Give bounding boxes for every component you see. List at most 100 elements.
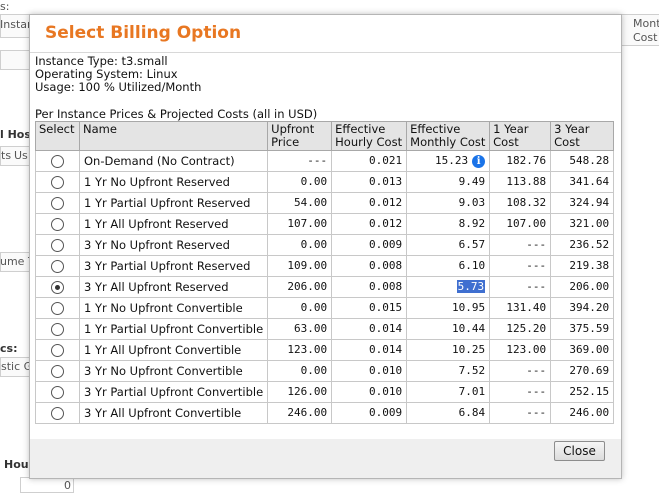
dialog-title: Select Billing Option bbox=[45, 23, 242, 43]
one-year-cost-cell-value: 131.40 bbox=[506, 301, 547, 314]
select-radio[interactable] bbox=[51, 407, 64, 420]
hourly-cost-cell: 0.012 bbox=[331, 192, 408, 214]
select-radio[interactable] bbox=[51, 386, 64, 399]
one-year-cost-cell-value: --- bbox=[526, 406, 547, 419]
upfront-price-cell: --- bbox=[267, 150, 333, 172]
hourly-cost-cell: 0.015 bbox=[331, 297, 408, 319]
column-header-one-year: 1 Year Cost bbox=[489, 121, 552, 151]
three-year-cost-cell-value: 252.15 bbox=[569, 385, 610, 398]
name-cell: 1 Yr No Upfront Reserved bbox=[78, 171, 269, 193]
hourly-cost-cell-value: 0.012 bbox=[369, 217, 403, 230]
table-row[interactable]: 1 Yr Partial Upfront Convertible 63.00 0.0… bbox=[35, 318, 615, 340]
three-year-cost-cell: 206.00 bbox=[550, 276, 615, 298]
info-icon[interactable]: i bbox=[472, 154, 486, 168]
three-year-cost-cell-value: 270.69 bbox=[569, 364, 610, 377]
select-radio[interactable] bbox=[51, 197, 64, 210]
select-radio[interactable] bbox=[51, 218, 64, 231]
monthly-cost-cell-value: 10.95 bbox=[452, 301, 486, 314]
select-radio[interactable] bbox=[51, 281, 64, 294]
select-radio[interactable] bbox=[51, 323, 64, 336]
select-cell bbox=[35, 381, 80, 403]
name-cell-value: 1 Yr No Upfront Convertible bbox=[84, 301, 243, 315]
hourly-cost-cell: 0.013 bbox=[331, 171, 408, 193]
bg-fragment-cost: Cost bbox=[633, 31, 658, 44]
three-year-cost-cell: 369.00 bbox=[550, 339, 615, 361]
upfront-price-cell: 54.00 bbox=[267, 192, 333, 214]
table-row[interactable]: 1 Yr All Upfront Convertible 123.00 0.014 1… bbox=[35, 339, 615, 361]
table-row[interactable]: 3 Yr All Upfront Reserved 206.00 0.008 5.73… bbox=[35, 276, 615, 298]
table-row[interactable]: 1 Yr All Upfront Reserved 107.00 0.012 8.92… bbox=[35, 213, 615, 235]
three-year-cost-cell: 394.20 bbox=[550, 297, 615, 319]
name-cell-value: 1 Yr Partial Upfront Convertible bbox=[84, 322, 264, 336]
one-year-cost-cell-value: --- bbox=[526, 280, 547, 293]
name-cell: 1 Yr All Upfront Convertible bbox=[78, 339, 269, 361]
bg-fragment-top: s: bbox=[0, 0, 10, 13]
select-cell bbox=[35, 255, 80, 277]
table-row[interactable]: 3 Yr No Upfront Reserved 0.00 0.009 6.57 ---… bbox=[35, 234, 615, 256]
three-year-cost-cell: 252.15 bbox=[550, 381, 615, 403]
three-year-cost-cell: 548.28 bbox=[550, 150, 615, 172]
table-row[interactable]: 3 Yr Partial Upfront Convertible 126.00 0.… bbox=[35, 381, 615, 403]
one-year-cost-cell-value: --- bbox=[526, 385, 547, 398]
monthly-cost-cell-value: 10.44 bbox=[452, 322, 486, 335]
select-radio[interactable] bbox=[51, 302, 64, 315]
monthly-cost-cell-value: 5.73 bbox=[456, 280, 486, 293]
monthly-cost-cell: 6.57 bbox=[406, 234, 491, 256]
one-year-cost-cell: --- bbox=[489, 381, 552, 403]
hourly-cost-cell-value: 0.012 bbox=[369, 196, 403, 209]
table-body: On-Demand (No Contract) --- 0.021 15.23 i 182… bbox=[35, 150, 615, 424]
name-cell-value: 3 Yr Partial Upfront Convertible bbox=[84, 385, 264, 399]
monthly-cost-cell: 10.95 bbox=[406, 297, 491, 319]
name-cell: 1 Yr All Upfront Reserved bbox=[78, 213, 269, 235]
bg-input-box bbox=[0, 50, 30, 70]
select-radio[interactable] bbox=[51, 239, 64, 252]
name-cell-value: 1 Yr Partial Upfront Reserved bbox=[84, 196, 251, 210]
select-cell bbox=[35, 213, 80, 235]
table-header-row: Select Name Upfront Price Effective Hour… bbox=[35, 121, 615, 151]
name-cell-value: 3 Yr No Upfront Reserved bbox=[84, 238, 230, 252]
select-cell bbox=[35, 171, 80, 193]
select-radio[interactable] bbox=[51, 365, 64, 378]
monthly-cost-cell-value: 15.23 bbox=[435, 154, 469, 167]
monthly-cost-cell: 8.92 bbox=[406, 213, 491, 235]
name-cell-value: 3 Yr All Upfront Convertible bbox=[84, 406, 242, 420]
hourly-cost-cell: 0.010 bbox=[331, 381, 408, 403]
name-cell: 3 Yr No Upfront Reserved bbox=[78, 234, 269, 256]
column-header-name: Name bbox=[78, 121, 269, 151]
three-year-cost-cell-value: 321.00 bbox=[569, 217, 610, 230]
select-radio[interactable] bbox=[51, 176, 64, 189]
monthly-cost-cell: 6.84 bbox=[406, 402, 491, 424]
monthly-cost-cell-value: 10.25 bbox=[452, 343, 486, 356]
monthly-cost-cell: 6.10 bbox=[406, 255, 491, 277]
monthly-cost-cell: 5.73 bbox=[406, 276, 491, 298]
table-row[interactable]: 3 Yr All Upfront Convertible 246.00 0.009 6… bbox=[35, 402, 615, 424]
hourly-cost-cell-value: 0.008 bbox=[369, 280, 403, 293]
table-row[interactable]: 3 Yr No Upfront Convertible 0.00 0.010 7.52… bbox=[35, 360, 615, 382]
table-row[interactable]: On-Demand (No Contract) --- 0.021 15.23 i 182… bbox=[35, 150, 615, 172]
three-year-cost-cell: 341.64 bbox=[550, 171, 615, 193]
close-button[interactable]: Close bbox=[554, 441, 605, 461]
upfront-price-cell: 206.00 bbox=[267, 276, 333, 298]
select-radio[interactable] bbox=[51, 155, 64, 168]
table-row[interactable]: 1 Yr No Upfront Reserved 0.00 0.013 9.49 113… bbox=[35, 171, 615, 193]
hourly-cost-cell-value: 0.021 bbox=[369, 154, 403, 167]
name-cell-value: 3 Yr Partial Upfront Reserved bbox=[84, 259, 251, 273]
three-year-cost-cell: 270.69 bbox=[550, 360, 615, 382]
column-header-three-year: 3 Year Cost bbox=[550, 121, 615, 151]
bg-fragment-hou: Hou bbox=[4, 458, 29, 471]
select-radio[interactable] bbox=[51, 260, 64, 273]
hourly-cost-cell-value: 0.009 bbox=[369, 406, 403, 419]
dialog-header: Select Billing Option bbox=[30, 15, 621, 53]
hourly-cost-cell-value: 0.013 bbox=[369, 175, 403, 188]
name-cell: 3 Yr No Upfront Convertible bbox=[78, 360, 269, 382]
table-row[interactable]: 1 Yr Partial Upfront Reserved 54.00 0.012 9… bbox=[35, 192, 615, 214]
hourly-cost-cell: 0.010 bbox=[331, 360, 408, 382]
one-year-cost-cell-value: --- bbox=[526, 259, 547, 272]
table-row[interactable]: 1 Yr No Upfront Convertible 0.00 0.015 10.9… bbox=[35, 297, 615, 319]
one-year-cost-cell-value: --- bbox=[526, 364, 547, 377]
one-year-cost-cell: 113.88 bbox=[489, 171, 552, 193]
table-row[interactable]: 3 Yr Partial Upfront Reserved 109.00 0.008… bbox=[35, 255, 615, 277]
upfront-price-cell-value: --- bbox=[307, 154, 328, 167]
hourly-cost-cell: 0.008 bbox=[331, 276, 408, 298]
select-radio[interactable] bbox=[51, 344, 64, 357]
